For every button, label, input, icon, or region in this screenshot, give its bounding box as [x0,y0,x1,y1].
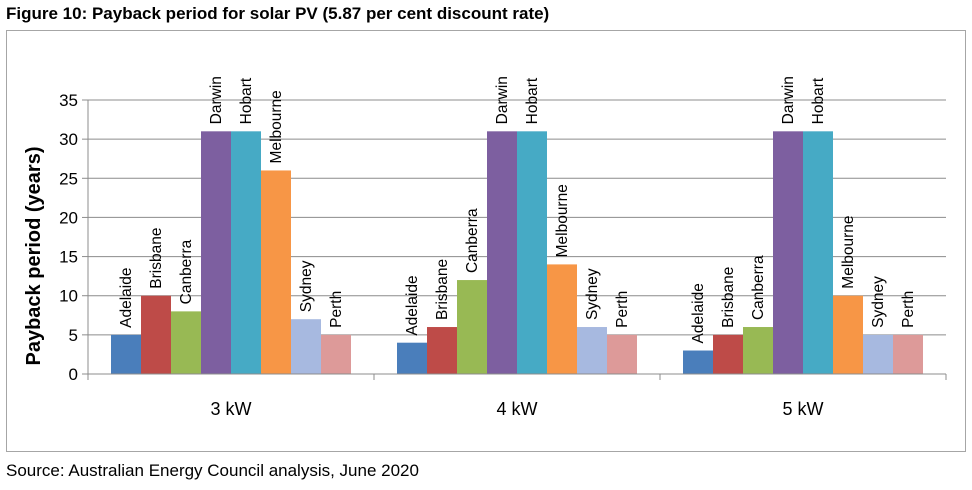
x-category-label: 5 kW [782,399,823,419]
bar-label: Perth [900,291,917,328]
bar-sydney-3kw [291,319,321,374]
bar-hobart-5kw [803,131,833,374]
bar-label: Darwin [494,76,511,124]
bar-canberra-5kw [743,327,773,374]
bar-label: Hobart [238,77,255,124]
bar-label: Melbourne [840,215,857,288]
bar-hobart-3kw [231,131,261,374]
bar-perth-4kw [607,334,637,374]
figure-title: Figure 10: Payback period for solar PV (… [6,4,550,23]
bar-brisbane-3kw [141,295,171,374]
bar-label: Canberra [178,239,195,304]
bar-label: Hobart [524,77,541,124]
bar-melbourne-4kw [547,264,577,374]
bar-label: Melbourne [554,184,571,257]
y-tick-label: 15 [59,248,78,267]
y-tick-label: 30 [59,130,78,149]
bar-label: Adelaide [404,275,421,335]
y-tick-label: 5 [69,326,78,345]
bar-label: Sydney [298,260,315,312]
bar-chart: 0 5 10 15 20 25 30 35 3 kW 4 kW 5 kW Adelaide Brisb… [23,76,947,419]
bar-label: Sydney [584,268,601,320]
bar-label: Brisbane [720,267,737,328]
y-tick-label: 35 [59,91,78,110]
bar-brisbane-5kw [713,334,743,374]
bar-adelaide-4kw [397,342,427,374]
bar-perth-5kw [893,334,923,374]
bar-labels: Adelaide Brisbane Canberra Darwin Hobart Melb… [118,76,917,343]
y-tick-label: 0 [69,365,78,384]
bar-label: Adelaide [118,268,135,328]
bar-perth-3kw [321,334,351,374]
chart-frame: 0 5 10 15 20 25 30 35 3 kW 4 kW 5 kW Adelaide Brisb… [6,30,966,452]
bar-darwin-5kw [773,131,803,374]
bar-sydney-5kw [863,334,893,374]
x-category-label: 3 kW [210,399,251,419]
bar-label: Adelaide [690,283,707,343]
y-axis-label: Payback period (years) [23,147,45,366]
bar-label: Perth [614,291,631,328]
bar-melbourne-5kw [833,295,863,374]
bar-label: Sydney [870,276,887,328]
bar-label: Darwin [780,76,797,124]
bar-hobart-4kw [517,131,547,374]
bar-brisbane-4kw [427,327,457,374]
source-note: Source: Australian Energy Council analys… [6,461,419,480]
bar-adelaide-5kw [683,350,713,374]
bar-label: Brisbane [148,228,165,289]
y-tick-label: 20 [59,208,78,227]
bar-label: Darwin [208,76,225,124]
bar-canberra-4kw [457,280,487,374]
bar-label: Canberra [750,255,767,320]
y-tick-label: 25 [59,169,78,188]
bar-label: Brisbane [434,259,451,320]
x-category-label: 4 kW [496,399,537,419]
bar-darwin-3kw [201,131,231,374]
bar-label: Perth [328,291,345,328]
bar-canberra-3kw [171,311,201,374]
bar-adelaide-3kw [111,334,141,374]
bar-darwin-4kw [487,131,517,374]
y-tick-label: 10 [59,287,78,306]
axes: 0 5 10 15 20 25 30 35 3 kW 4 kW 5 kW [59,91,947,419]
bars [111,131,923,374]
bar-sydney-4kw [577,327,607,374]
bar-label: Melbourne [268,90,285,163]
bar-label: Canberra [464,208,481,273]
bar-label: Hobart [810,77,827,124]
bar-melbourne-3kw [261,170,291,374]
